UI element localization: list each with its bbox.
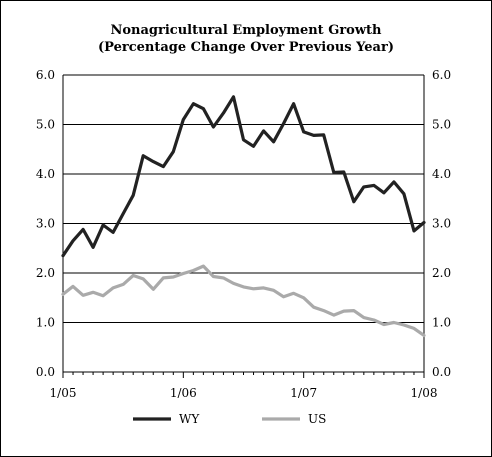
y-tick-label-left: 5.0 (36, 118, 55, 132)
y-tick-label-left: 3.0 (36, 217, 55, 231)
series-lines (61, 95, 426, 337)
y-tick-label-right: 5.0 (432, 118, 451, 132)
y-tick-label-right: 1.0 (432, 316, 451, 330)
series-line-wy (61, 95, 426, 258)
y-tick-label-left: 2.0 (36, 266, 55, 280)
axes: 0.0 0.0 1.0 1.0 2.0 2.0 3.0 3.0 4.0 4.0 5.0 5.0 6.0 6… (36, 68, 451, 400)
series-line-us (61, 264, 426, 337)
y-tick-label-right: 6.0 (432, 68, 451, 82)
y-tick-label-right: 3.0 (432, 217, 451, 231)
y-tick-label-left: 4.0 (36, 167, 55, 181)
x-tick-label: 1/07 (290, 386, 317, 400)
y-tick-label-left: 1.0 (36, 316, 55, 330)
y-tick-label-right: 0.0 (432, 365, 451, 379)
chart-title: Nonagricultural Employment Growth (110, 23, 382, 38)
chart-subtitle: (Percentage Change Over Previous Year) (98, 40, 394, 55)
x-tick-label: 1/05 (50, 386, 77, 400)
x-tick-label: 1/06 (170, 386, 197, 400)
legend-label-us: US (308, 412, 326, 426)
y-tick-label-left: 0.0 (36, 365, 55, 379)
y-tick-label-right: 2.0 (432, 266, 451, 280)
legend-label-wy: WY (179, 412, 200, 426)
y-tick-label-left: 6.0 (36, 68, 55, 82)
y-tick-label-right: 4.0 (432, 167, 451, 181)
legend: WY US (133, 412, 326, 426)
x-tick-label: 1/08 (411, 386, 438, 400)
